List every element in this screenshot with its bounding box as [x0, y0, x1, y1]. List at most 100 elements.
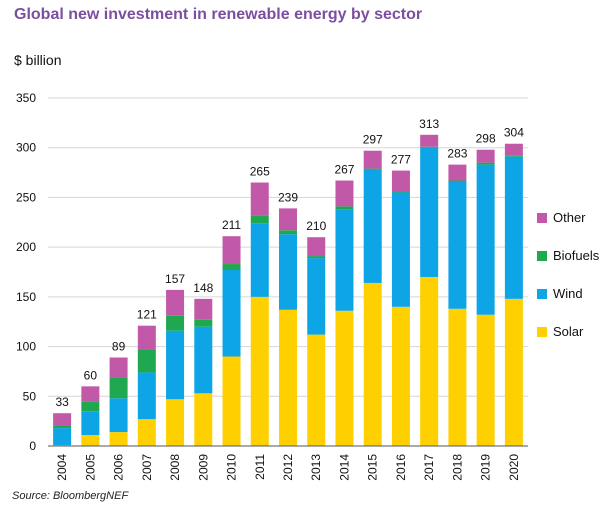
bar-segment-other — [420, 134, 439, 147]
bar-segment-wind — [307, 258, 326, 335]
x-tick-label: 2016 — [394, 454, 408, 481]
source-note: Source: BloombergNEF — [12, 490, 129, 502]
bar-segment-other — [335, 180, 354, 207]
y-tick-label: 350 — [16, 91, 36, 105]
y-tick-label: 200 — [16, 240, 36, 254]
bar-segment-wind — [137, 372, 156, 420]
x-tick-label: 2014 — [337, 454, 351, 481]
total-label: 298 — [476, 132, 496, 146]
bar-segment-wind — [53, 428, 72, 446]
y-tick-label: 300 — [16, 141, 36, 155]
total-label: 33 — [55, 395, 69, 409]
bar-segment-biofuels — [307, 256, 326, 259]
bar-segment-biofuels — [504, 155, 523, 157]
bar-segment-solar — [109, 432, 128, 446]
bar-segment-wind — [476, 164, 495, 315]
total-label: 157 — [165, 272, 185, 286]
legend-label: Solar — [553, 324, 584, 339]
bar-segment-biofuels — [279, 230, 297, 235]
legend-item-solar: Solar — [537, 324, 583, 339]
bar-segment-solar — [137, 419, 156, 446]
bar-segment-wind — [166, 330, 185, 400]
x-tick-label: 2013 — [309, 454, 323, 481]
bar-segment-solar — [222, 356, 241, 446]
total-label: 304 — [504, 126, 524, 140]
total-label: 60 — [84, 368, 98, 382]
total-label: 148 — [193, 281, 213, 295]
bar-segment-biofuels — [222, 264, 241, 271]
y-tick-label: 0 — [29, 439, 36, 453]
total-label: 297 — [363, 133, 383, 147]
total-label: 121 — [137, 308, 157, 322]
x-tick-label: 2008 — [168, 454, 182, 481]
x-tick-label: 2018 — [450, 454, 464, 481]
bar-segment-other — [109, 357, 128, 378]
total-label: 239 — [278, 190, 298, 204]
bar-segment-solar — [279, 309, 297, 446]
x-tick-label: 2006 — [112, 454, 126, 481]
total-label: 89 — [112, 340, 126, 354]
bar-segment-other — [194, 298, 213, 320]
bar-segment-biofuels — [137, 349, 156, 373]
bar-segment-solar — [194, 393, 213, 446]
bar-segment-solar — [448, 308, 467, 446]
bar-segment-biofuels — [476, 162, 495, 165]
bars — [53, 134, 523, 446]
bar-segment-biofuels — [391, 191, 410, 193]
bar-segment-other — [53, 413, 72, 426]
legend-swatch — [537, 250, 547, 261]
legend-label: Biofuels — [553, 248, 600, 263]
bar-segment-wind — [81, 411, 100, 436]
bar-segment-biofuels — [53, 425, 72, 429]
bar-segment-biofuels — [194, 319, 213, 327]
legend-item-other: Other — [537, 210, 586, 225]
axes: 0 50 100 150 200 250 300 350 2004 2005 2006 2007 200… — [16, 91, 528, 481]
legend-item-biofuels: Biofuels — [537, 248, 599, 263]
x-tick-label: 2012 — [281, 454, 295, 481]
bar-segment-other — [391, 170, 410, 192]
x-tick-label: 2005 — [83, 454, 97, 481]
y-axis-unit-label: $ billion — [14, 52, 62, 68]
bar-segment-other — [476, 149, 495, 163]
bar-segment-other — [81, 386, 100, 402]
legend-swatch — [537, 326, 547, 337]
x-tick-label: 2007 — [140, 454, 154, 481]
legend-swatch — [537, 288, 547, 299]
legend-swatch — [537, 212, 547, 223]
bar-segment-biofuels — [335, 206, 354, 210]
y-tick-label: 250 — [16, 190, 36, 204]
bar-segment-wind — [391, 192, 410, 307]
total-label: 277 — [391, 153, 411, 167]
bar-segment-wind — [363, 169, 382, 283]
x-tick-label: 2010 — [225, 454, 239, 481]
bar-segment-wind — [222, 270, 241, 357]
bar-segment-other — [363, 150, 382, 169]
x-tick-label: 2015 — [366, 454, 380, 481]
bar-segment-wind — [194, 326, 213, 394]
bar-segment-biofuels — [250, 215, 269, 224]
bar-segment-wind — [279, 234, 297, 310]
y-tick-label: 50 — [23, 389, 37, 403]
bar-segment-solar — [166, 399, 185, 446]
bar-segment-solar — [504, 298, 523, 446]
bar-segment-solar — [81, 435, 100, 446]
total-label: 210 — [306, 219, 326, 233]
x-tick-label: 2009 — [196, 454, 210, 481]
bar-segment-solar — [335, 310, 354, 446]
bar-segment-wind — [504, 156, 523, 299]
bar-segment-other — [307, 237, 326, 257]
bar-segment-solar — [476, 314, 495, 446]
bar-segment-wind — [109, 398, 128, 433]
x-tick-label: 2019 — [479, 454, 493, 481]
bar-segment-biofuels — [109, 377, 128, 399]
bar-segment-solar — [420, 276, 439, 446]
bar-segment-solar — [363, 282, 382, 446]
gridlines — [48, 97, 528, 397]
bar-segment-solar — [307, 334, 326, 446]
legend-item-wind: Wind — [537, 286, 583, 301]
x-tick-label: 2004 — [55, 454, 69, 481]
total-labels: 33 60 89 121 157 148 211 265 239 210 267 297 277 313 2… — [55, 117, 524, 409]
total-label: 283 — [447, 147, 467, 161]
bar-segment-biofuels — [420, 146, 439, 148]
